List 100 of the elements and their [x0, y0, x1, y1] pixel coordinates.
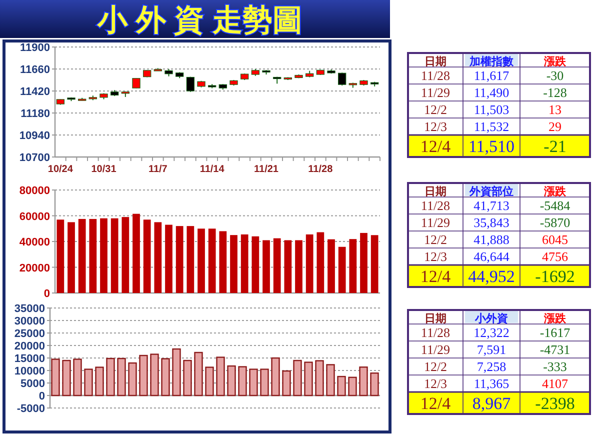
category-label: 漲跌: [543, 55, 567, 68]
bar: [348, 376, 357, 396]
text: 4107: [542, 376, 568, 391]
category-label: 日期: [424, 55, 446, 68]
bar: [150, 354, 159, 396]
bar: [227, 365, 236, 396]
bar: [328, 239, 335, 293]
bar: [284, 240, 292, 293]
text: -5484: [540, 198, 570, 213]
x-tick-label: 11/14: [200, 164, 225, 175]
bar: [122, 217, 130, 293]
bar: [198, 228, 205, 293]
y-tick-label: 20000: [19, 262, 50, 274]
text: 29: [548, 119, 562, 134]
y-tick-label: 40000: [19, 236, 50, 248]
category-label: 日期: [424, 185, 446, 198]
text: 4756: [542, 249, 568, 264]
text: 12/2: [424, 359, 448, 374]
category-label: 漲跌: [543, 312, 567, 325]
text: 35,843: [474, 215, 510, 230]
text: 11/29: [420, 342, 450, 357]
text: 11,617: [474, 68, 510, 83]
x-tick-label: 10/31: [91, 164, 117, 175]
chart-title: 小 外 資 走勢圖: [96, 4, 303, 37]
bar: [176, 226, 184, 293]
bar: [282, 370, 291, 396]
text: 12/4: [420, 394, 451, 413]
candlestick: [186, 76, 195, 92]
text: -5870: [540, 215, 570, 230]
text: 12/4: [420, 137, 451, 156]
text: -128: [543, 85, 567, 100]
bar: [132, 214, 140, 293]
bar: [230, 235, 238, 293]
bar: [154, 222, 162, 293]
y-tick-label: 10700: [19, 152, 50, 164]
text: 7,591: [476, 342, 506, 357]
text: -4731: [540, 342, 570, 357]
text: 11/28: [420, 68, 450, 83]
bar: [106, 358, 115, 396]
bar: [219, 231, 227, 293]
text: 11/28: [420, 198, 450, 213]
x-tick-label: 10/24: [48, 164, 74, 175]
candlestick: [338, 72, 346, 86]
bar: [194, 352, 203, 396]
bar: [216, 356, 225, 396]
text: 11/29: [420, 215, 450, 230]
category-label: 日期: [424, 312, 446, 325]
category-label: 小外資: [474, 312, 508, 325]
category-label: 外資部位: [468, 185, 514, 198]
bar: [128, 362, 137, 396]
y-tick-label: 10940: [19, 130, 50, 142]
candlestick: [132, 78, 140, 89]
bar: [370, 235, 378, 293]
bar: [139, 354, 148, 396]
y-tick-label: 15000: [14, 353, 45, 365]
bar: [117, 358, 126, 396]
bar: [51, 358, 60, 396]
bar: [273, 238, 281, 293]
bar: [360, 232, 368, 293]
bar: [316, 232, 324, 293]
y-tick-label: 60000: [19, 210, 50, 223]
text: 12/3: [424, 249, 448, 264]
bar: [89, 218, 97, 293]
text: 7,258: [476, 359, 506, 374]
bar: [370, 372, 379, 396]
bar: [252, 236, 260, 293]
text: 11,365: [474, 376, 510, 391]
category-label: 漲跌: [543, 185, 567, 198]
text: 8,967: [472, 394, 511, 413]
bar: [359, 366, 368, 396]
bar: [349, 239, 357, 293]
bar: [68, 222, 75, 293]
bar: [337, 376, 346, 396]
bar: [293, 360, 302, 396]
y-tick-label: 5000: [20, 378, 45, 390]
y-tick-label: 0: [44, 288, 50, 300]
text: -333: [543, 359, 567, 374]
y-tick-label: 11420: [20, 86, 50, 98]
text: 12/3: [424, 376, 448, 391]
bar: [304, 362, 313, 396]
bar: [238, 366, 247, 396]
text: 12/2: [424, 232, 448, 247]
y-tick-label: 11900: [20, 42, 50, 54]
y-tick-label: -5000: [16, 403, 45, 415]
bar: [271, 357, 280, 396]
text: 11,510: [468, 137, 515, 156]
text: 41,713: [474, 198, 510, 213]
y-tick-label: 80000: [19, 185, 50, 197]
bar: [73, 358, 82, 396]
bar: [208, 228, 216, 293]
x-tick-label: 11/7: [148, 164, 168, 175]
text: -1692: [535, 267, 575, 286]
bar: [183, 360, 192, 396]
bar: [172, 348, 181, 396]
bar: [165, 224, 172, 293]
text: -2398: [535, 394, 575, 413]
text: -1617: [540, 325, 570, 340]
text: 44,952: [468, 267, 515, 286]
text: 6045: [542, 232, 568, 247]
text: 11,490: [474, 85, 510, 100]
